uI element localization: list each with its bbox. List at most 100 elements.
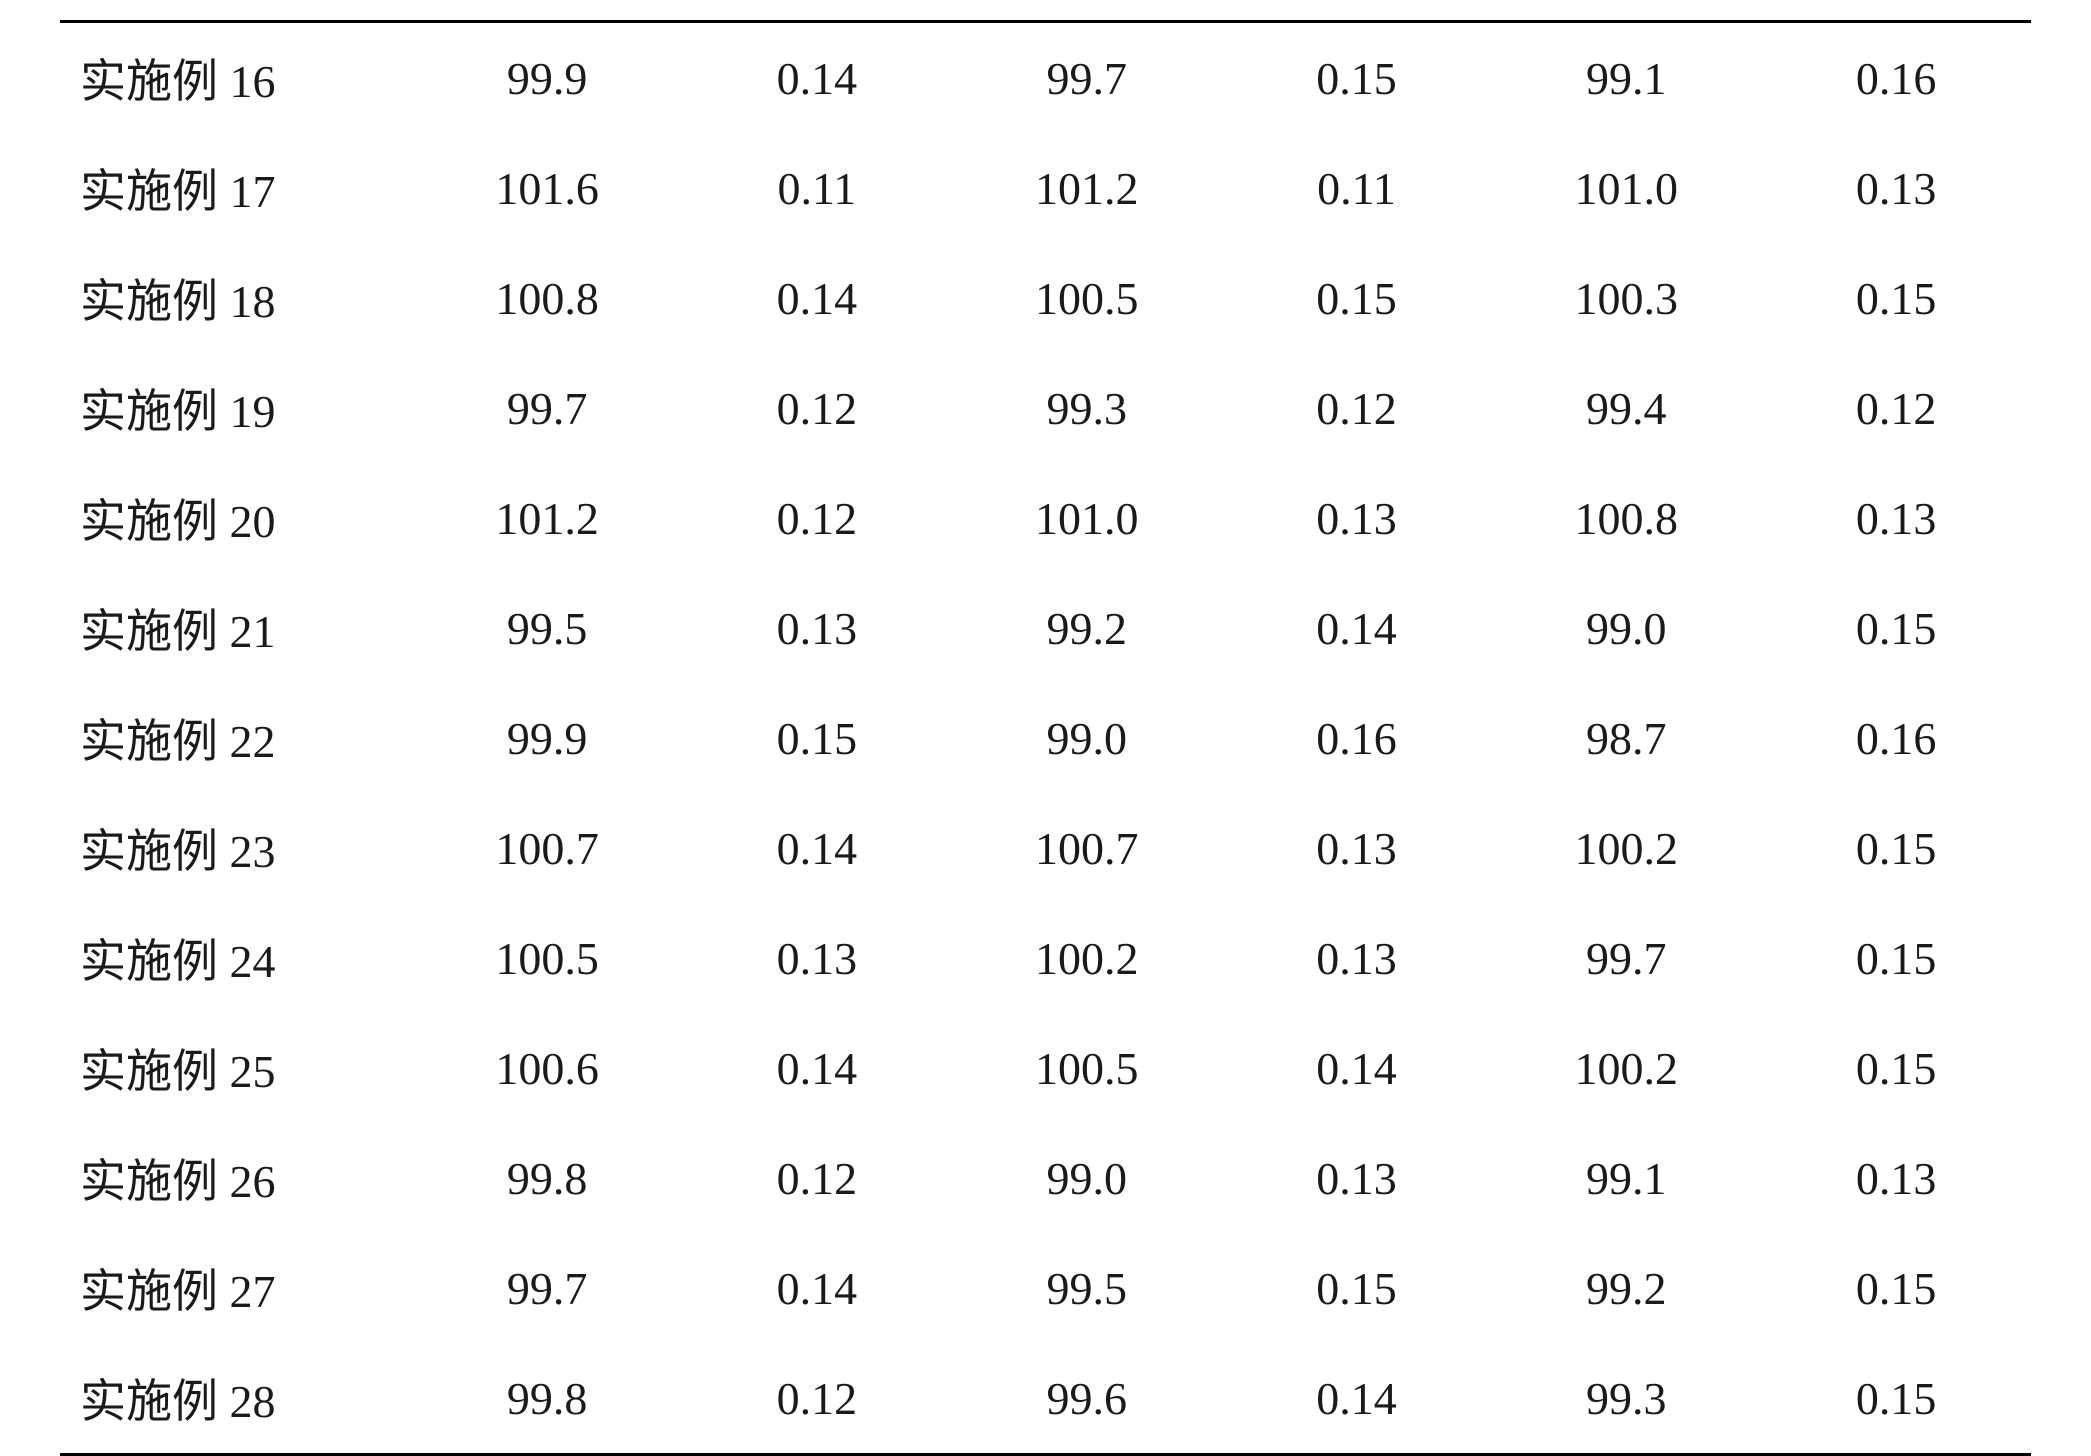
- table-row: 实施例 20101.20.12101.00.13100.80.13: [60, 463, 2031, 573]
- row-value: 0.13: [1222, 793, 1492, 903]
- row-value: 100.8: [412, 243, 682, 353]
- row-value: 0.14: [682, 793, 952, 903]
- row-value: 0.14: [1222, 1013, 1492, 1123]
- row-label: 实施例 27: [60, 1233, 412, 1343]
- row-value: 99.0: [1491, 573, 1761, 683]
- row-value: 99.1: [1491, 22, 1761, 134]
- row-value: 99.7: [952, 22, 1222, 134]
- row-value: 100.5: [952, 1013, 1222, 1123]
- row-value: 99.3: [1491, 1343, 1761, 1455]
- row-value: 0.14: [1222, 573, 1492, 683]
- row-value: 100.7: [952, 793, 1222, 903]
- table-body: 实施例 1699.90.1499.70.1599.10.16实施例 17101.…: [60, 22, 2031, 1455]
- row-value: 0.12: [682, 1123, 952, 1233]
- table-row: 实施例 2699.80.1299.00.1399.10.13: [60, 1123, 2031, 1233]
- row-label: 实施例 25: [60, 1013, 412, 1123]
- row-value: 99.6: [952, 1343, 1222, 1455]
- row-label: 实施例 19: [60, 353, 412, 463]
- row-value: 0.15: [1222, 22, 1492, 134]
- row-value: 99.7: [412, 1233, 682, 1343]
- row-value: 101.0: [1491, 133, 1761, 243]
- row-label: 实施例 20: [60, 463, 412, 573]
- page: 实施例 1699.90.1499.70.1599.10.16实施例 17101.…: [0, 0, 2091, 1358]
- row-value: 99.0: [952, 683, 1222, 793]
- row-value: 0.16: [1761, 22, 2031, 134]
- table-row: 实施例 1699.90.1499.70.1599.10.16: [60, 22, 2031, 134]
- row-label: 实施例 21: [60, 573, 412, 683]
- row-value: 0.15: [1761, 903, 2031, 1013]
- table-row: 实施例 25100.60.14100.50.14100.20.15: [60, 1013, 2031, 1123]
- row-label: 实施例 28: [60, 1343, 412, 1455]
- row-value: 101.2: [412, 463, 682, 573]
- row-value: 99.9: [412, 22, 682, 134]
- row-label: 实施例 24: [60, 903, 412, 1013]
- row-value: 0.15: [1761, 1013, 2031, 1123]
- row-value: 0.12: [682, 1343, 952, 1455]
- row-value: 100.5: [412, 903, 682, 1013]
- row-label: 实施例 23: [60, 793, 412, 903]
- row-value: 0.14: [682, 243, 952, 353]
- row-value: 0.12: [682, 353, 952, 463]
- row-value: 0.14: [682, 1013, 952, 1123]
- row-value: 101.2: [952, 133, 1222, 243]
- row-value: 0.13: [682, 573, 952, 683]
- table-row: 实施例 24100.50.13100.20.1399.70.15: [60, 903, 2031, 1013]
- row-value: 0.15: [1761, 573, 2031, 683]
- row-value: 0.15: [1761, 1233, 2031, 1343]
- row-value: 0.12: [1222, 353, 1492, 463]
- row-value: 100.8: [1491, 463, 1761, 573]
- table-row: 实施例 2299.90.1599.00.1698.70.16: [60, 683, 2031, 793]
- row-value: 100.2: [952, 903, 1222, 1013]
- row-value: 0.12: [1761, 353, 2031, 463]
- row-value: 99.2: [1491, 1233, 1761, 1343]
- row-value: 99.7: [1491, 903, 1761, 1013]
- row-label: 实施例 16: [60, 22, 412, 134]
- row-value: 0.13: [1761, 1123, 2031, 1233]
- row-value: 100.5: [952, 243, 1222, 353]
- row-label: 实施例 26: [60, 1123, 412, 1233]
- row-value: 0.16: [1222, 683, 1492, 793]
- row-value: 99.3: [952, 353, 1222, 463]
- row-value: 99.8: [412, 1343, 682, 1455]
- row-value: 0.15: [1761, 1343, 2031, 1455]
- row-value: 101.6: [412, 133, 682, 243]
- row-value: 99.2: [952, 573, 1222, 683]
- row-label: 实施例 17: [60, 133, 412, 243]
- row-value: 0.15: [682, 683, 952, 793]
- row-value: 0.14: [1222, 1343, 1492, 1455]
- row-value: 0.15: [1761, 243, 2031, 353]
- row-value: 100.6: [412, 1013, 682, 1123]
- table-row: 实施例 1999.70.1299.30.1299.40.12: [60, 353, 2031, 463]
- row-value: 100.7: [412, 793, 682, 903]
- row-value: 99.5: [952, 1233, 1222, 1343]
- row-value: 99.9: [412, 683, 682, 793]
- row-value: 0.13: [1222, 1123, 1492, 1233]
- row-value: 100.2: [1491, 793, 1761, 903]
- row-value: 0.13: [682, 903, 952, 1013]
- row-value: 0.15: [1222, 243, 1492, 353]
- row-value: 0.13: [1222, 903, 1492, 1013]
- row-value: 100.3: [1491, 243, 1761, 353]
- row-value: 99.7: [412, 353, 682, 463]
- row-value: 98.7: [1491, 683, 1761, 793]
- row-value: 0.14: [682, 1233, 952, 1343]
- row-label: 实施例 22: [60, 683, 412, 793]
- row-value: 0.13: [1222, 463, 1492, 573]
- table-row: 实施例 2799.70.1499.50.1599.20.15: [60, 1233, 2031, 1343]
- row-value: 0.13: [1761, 463, 2031, 573]
- row-value: 0.14: [682, 22, 952, 134]
- row-label: 实施例 18: [60, 243, 412, 353]
- row-value: 99.5: [412, 573, 682, 683]
- table-row: 实施例 17101.60.11101.20.11101.00.13: [60, 133, 2031, 243]
- table-row: 实施例 2199.50.1399.20.1499.00.15: [60, 573, 2031, 683]
- row-value: 100.2: [1491, 1013, 1761, 1123]
- row-value: 0.15: [1222, 1233, 1492, 1343]
- data-table: 实施例 1699.90.1499.70.1599.10.16实施例 17101.…: [60, 20, 2031, 1456]
- row-value: 99.8: [412, 1123, 682, 1233]
- table-row: 实施例 2899.80.1299.60.1499.30.15: [60, 1343, 2031, 1455]
- row-value: 101.0: [952, 463, 1222, 573]
- table-row: 实施例 18100.80.14100.50.15100.30.15: [60, 243, 2031, 353]
- row-value: 0.11: [682, 133, 952, 243]
- row-value: 99.0: [952, 1123, 1222, 1233]
- row-value: 0.15: [1761, 793, 2031, 903]
